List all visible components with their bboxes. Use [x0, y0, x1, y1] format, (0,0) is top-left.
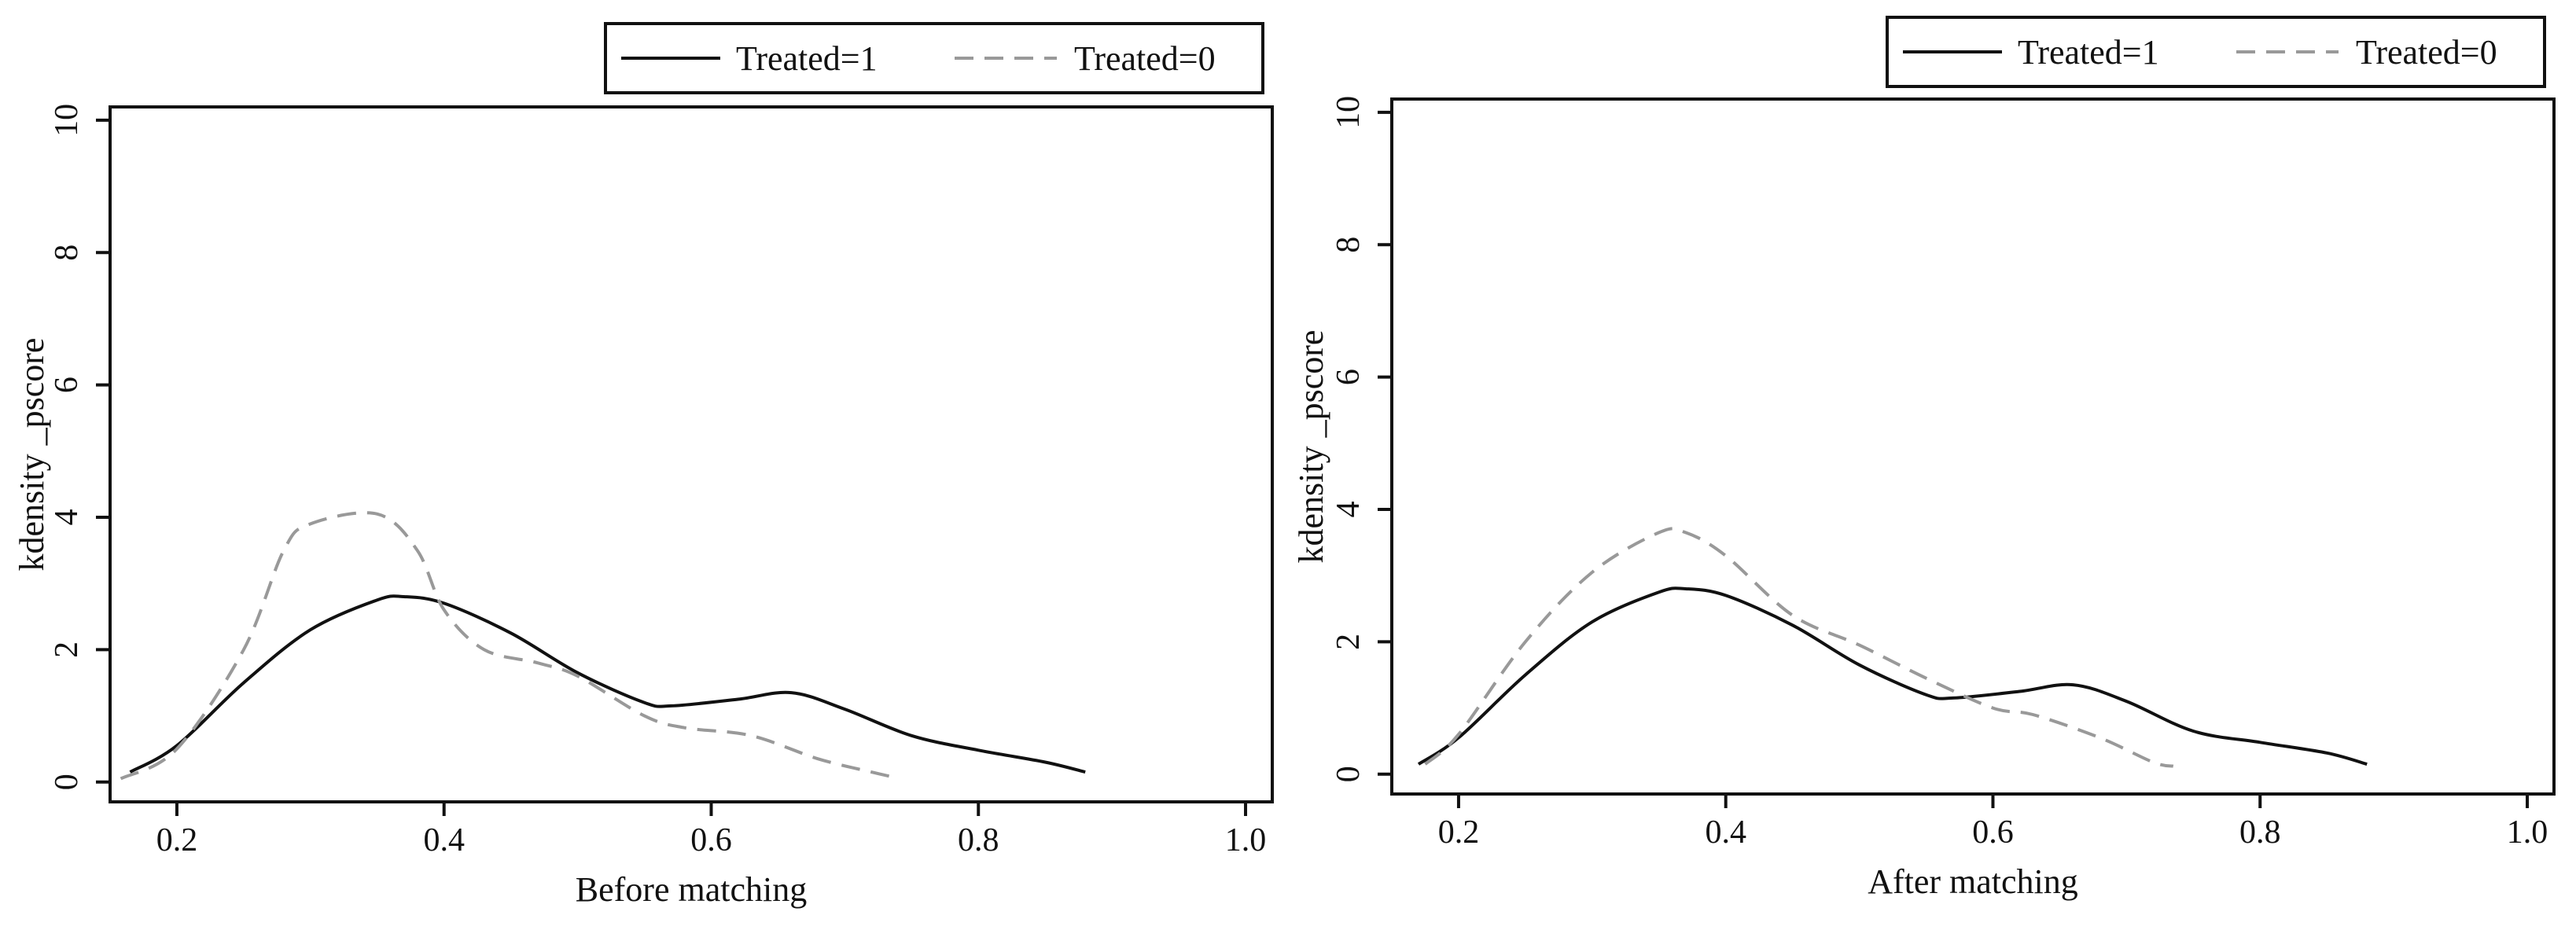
plot-frame: [109, 105, 1274, 803]
x-tick-label: 0.2: [1438, 814, 1480, 851]
legend: Treated=1 Treated=0: [604, 22, 1264, 94]
y-tick-label: 6: [49, 377, 85, 393]
y-tick-label: 8: [1330, 237, 1367, 253]
after-matching-panel: 0.2 0.4 0.6 0.8 1.0 0 2 4 6 8 10 After matching kd…: [1292, 16, 2556, 901]
y-tick-label: 6: [1330, 369, 1367, 385]
before-matching-panel: 0.2 0.4 0.6 0.8 1.0 0 2 4 6 8 10 Before matching k…: [13, 22, 1274, 909]
legend-label-treated-0: Treated=0: [2356, 33, 2497, 72]
x-tick-label: 0.2: [156, 822, 198, 858]
x-tick-label: 0.6: [1972, 814, 2014, 851]
legend-frame: [1886, 16, 2546, 88]
series-line-treated-0: [120, 511, 892, 781]
x-tick-label: 0.4: [423, 822, 465, 858]
x-tick-label: 0.6: [690, 822, 732, 858]
y-tick-label: 0: [49, 774, 85, 790]
series-line-treated-1: [1417, 586, 2368, 766]
x-tick-label: 0.4: [1705, 814, 1746, 851]
legend-label-treated-1: Treated=1: [2018, 33, 2159, 72]
legend-label-treated-1: Treated=1: [736, 39, 878, 78]
y-tick-label: 10: [1330, 96, 1367, 129]
y-tick-label: 4: [49, 509, 85, 525]
y-tick-label: 4: [1330, 501, 1367, 517]
x-axis-title: After matching: [1868, 862, 2078, 901]
x-tick-label: 1.0: [2507, 814, 2548, 851]
x-tick-label: 0.8: [958, 822, 999, 858]
legend: Treated=1 Treated=0: [1886, 16, 2546, 88]
legend-label-treated-0: Treated=0: [1074, 39, 1216, 78]
plot-frame: [1390, 97, 2556, 796]
y-axis-title: kdensity _pscore: [13, 338, 51, 572]
x-tick-label: 0.8: [2239, 814, 2281, 851]
y-tick-label: 0: [1330, 766, 1367, 782]
y-axis-title: kdensity _pscore: [1292, 330, 1330, 564]
y-tick-label: 8: [49, 244, 85, 261]
y-tick-label: 10: [49, 104, 85, 137]
series-line-treated-1: [129, 594, 1086, 774]
x-axis-title: Before matching: [576, 870, 807, 909]
y-tick-label: 2: [1330, 634, 1367, 650]
series-line-treated-0: [1424, 527, 2174, 768]
y-tick-label: 2: [49, 641, 85, 658]
x-tick-label: 1.0: [1225, 822, 1267, 858]
